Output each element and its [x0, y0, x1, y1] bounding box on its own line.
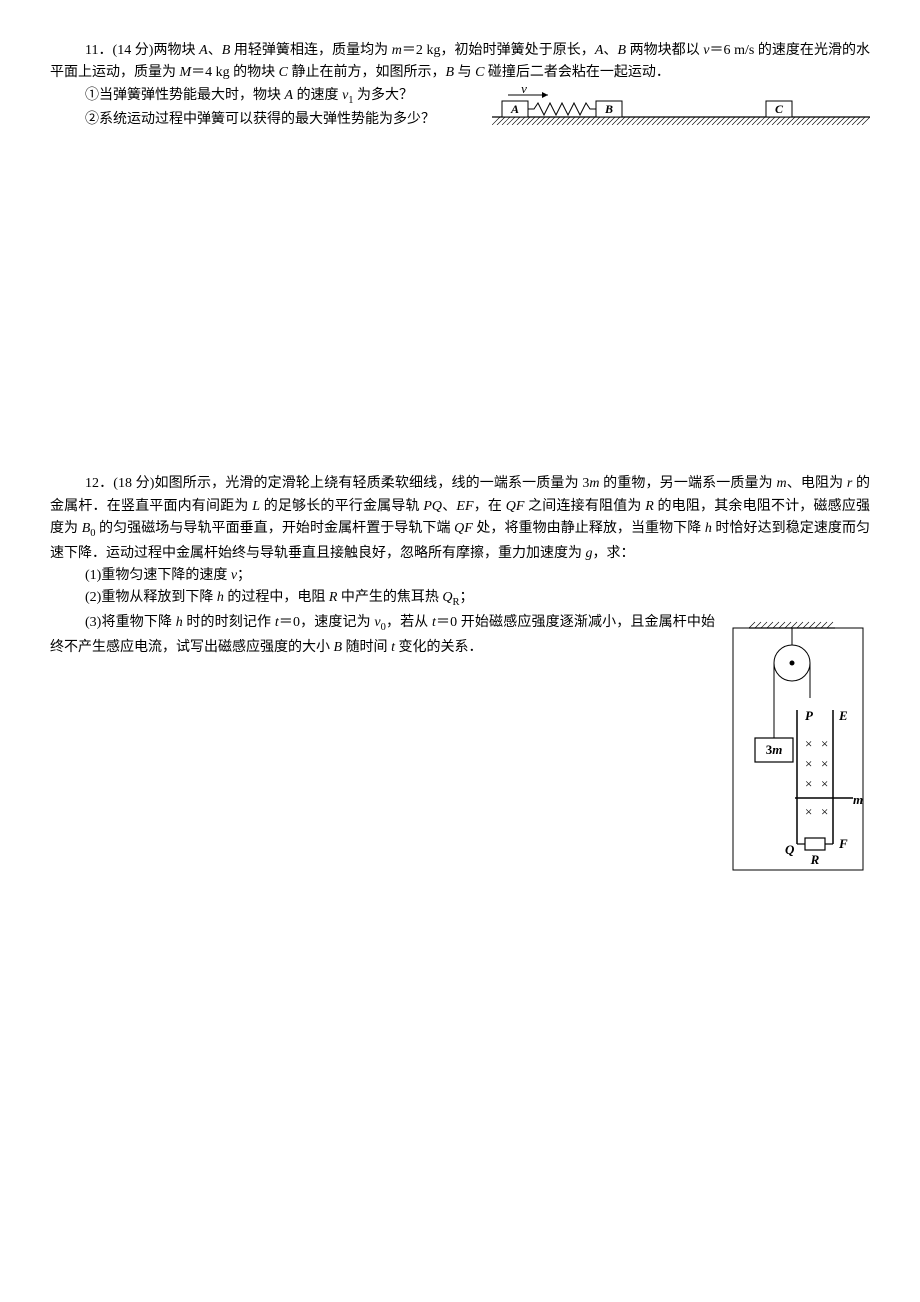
ground-hatch [492, 117, 870, 125]
label-R: R [810, 852, 820, 867]
label-3m: 3m [766, 742, 783, 757]
svg-text:×: × [821, 736, 828, 751]
problem-11-figure: v [492, 87, 870, 133]
svg-text:×: × [805, 776, 812, 791]
svg-text:×: × [805, 736, 812, 751]
svg-text:×: × [821, 804, 828, 819]
label-Q: Q [785, 842, 795, 857]
problem-12-q2: (2)重物从释放到下降 h 的过程中，电阻 R 中产生的焦耳热 QR； [50, 587, 870, 612]
problem-11: 11．(14 分)两物块 A、B 用轻弹簧相连，质量均为 m＝2 kg，初始时弹… [50, 40, 870, 133]
problem-12-text: 12．(18 分)如图所示，光滑的定滑轮上绕有轻质柔软细线，线的一端系一质量为 … [50, 473, 870, 659]
label-E: E [838, 708, 848, 723]
problem-12: 12．(18 分)如图所示，光滑的定滑轮上绕有轻质柔软细线，线的一端系一质量为 … [50, 473, 870, 883]
label-C: C [775, 102, 784, 116]
label-P: P [805, 708, 814, 723]
problem-11-statement: 11．(14 分)两物块 A、B 用轻弹簧相连，质量均为 m＝2 kg，初始时弹… [50, 40, 870, 85]
problem-12-figure: 3m P E × × × × × × × × [725, 620, 870, 883]
problem-12-q1: (1)重物匀速下降的速度 v； [50, 565, 870, 587]
label-A: A [510, 102, 519, 116]
problem-12-statement: 12．(18 分)如图所示，光滑的定滑轮上绕有轻质柔软细线，线的一端系一质量为 … [50, 473, 870, 565]
svg-text:×: × [821, 776, 828, 791]
svg-text:×: × [805, 756, 812, 771]
label-m: m [853, 792, 863, 807]
ceiling-hatch [749, 622, 833, 628]
label-v: v [521, 87, 527, 96]
problem-11-text: 11．(14 分)两物块 A、B 用轻弹簧相连，质量均为 m＝2 kg，初始时弹… [50, 40, 870, 132]
svg-text:×: × [821, 756, 828, 771]
label-B: B [604, 102, 613, 116]
label-F: F [838, 836, 848, 851]
field-crosses: × × × × × × × × [805, 736, 828, 819]
svg-text:×: × [805, 804, 812, 819]
